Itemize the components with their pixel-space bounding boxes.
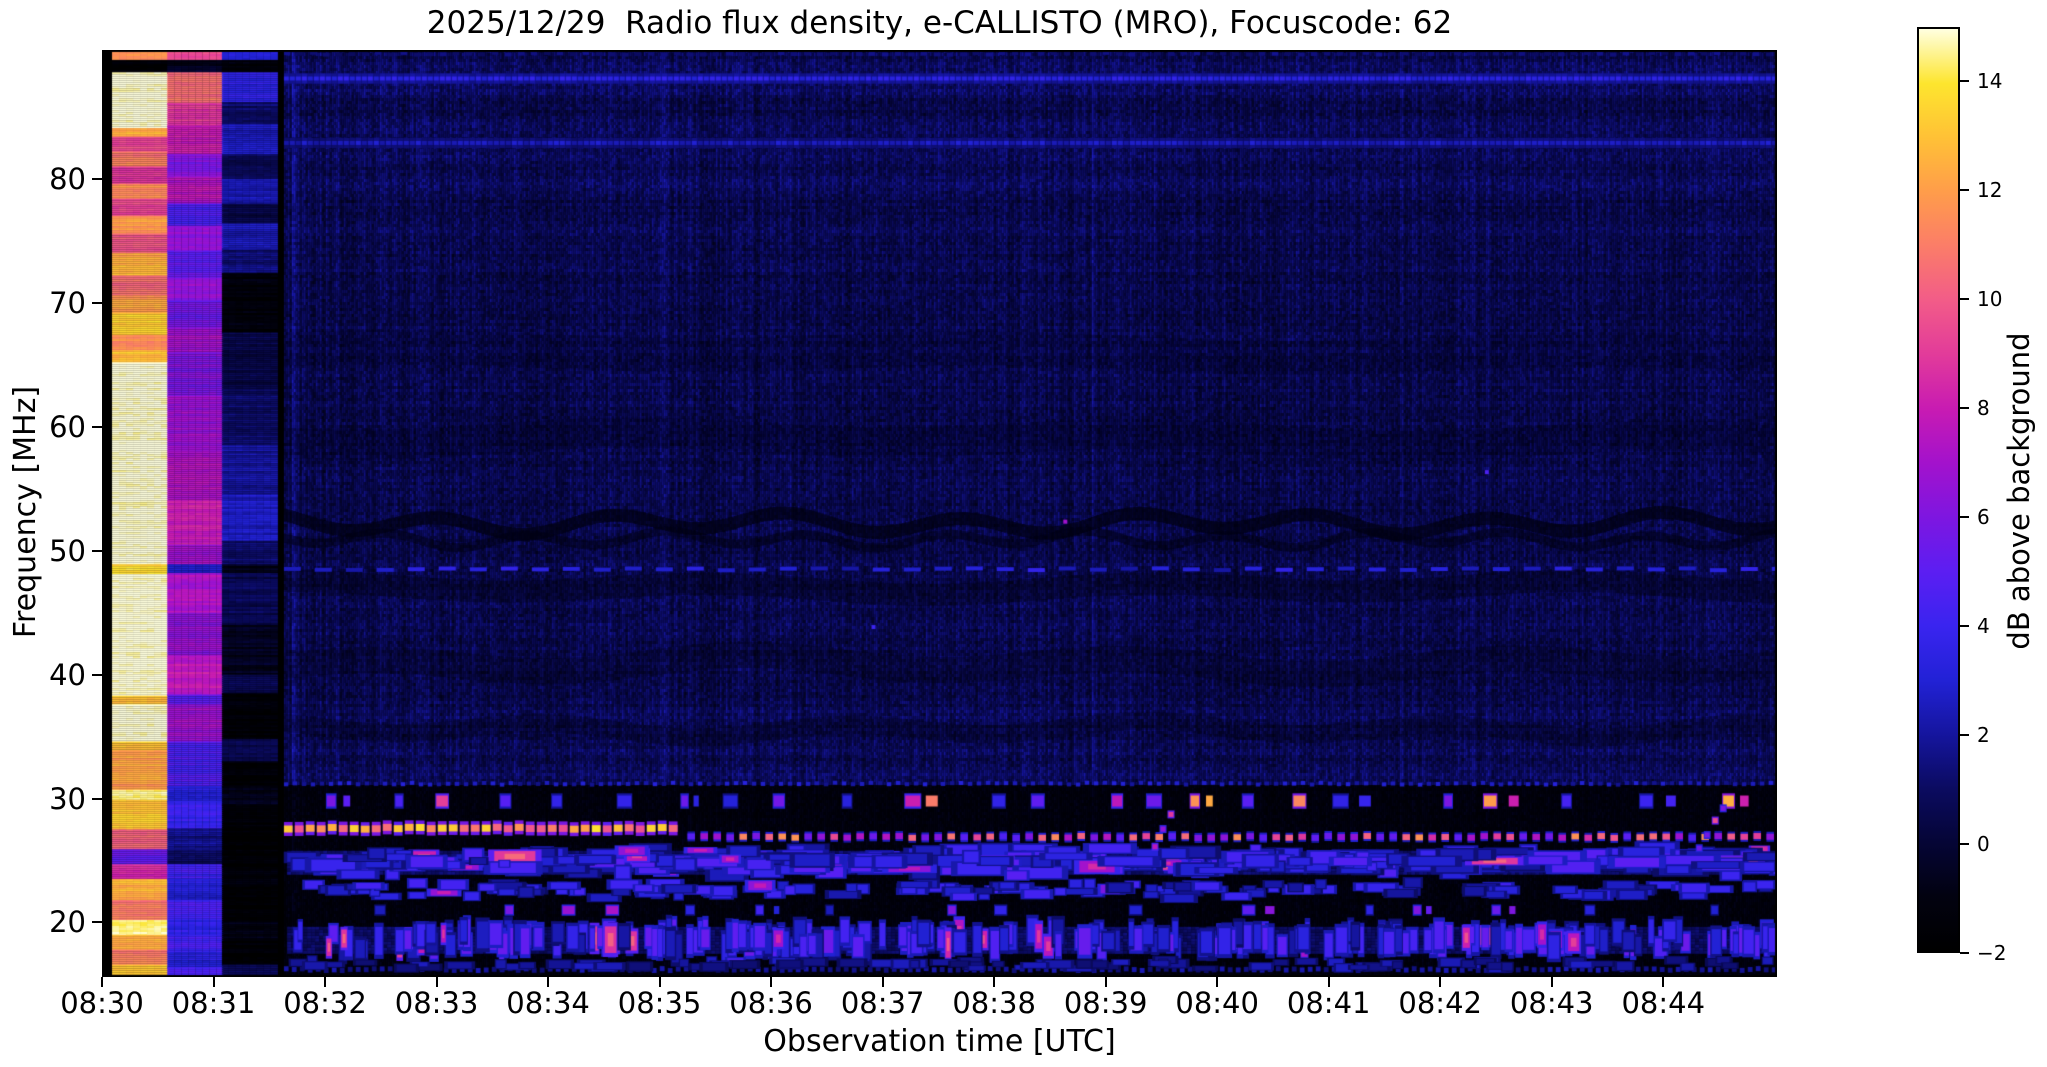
- x-tick-label: 08:39: [1063, 986, 1148, 1020]
- x-tick-mark: [1216, 977, 1219, 987]
- y-tick-label: 30: [49, 781, 86, 816]
- x-tick-label: 08:30: [60, 986, 144, 1020]
- x-tick-label: 08:38: [952, 986, 1036, 1020]
- colorbar-tick-label: 14: [1977, 69, 2003, 94]
- y-tick-label: 50: [49, 533, 86, 568]
- colorbar-tick-mark: [1960, 625, 1969, 628]
- x-tick-mark: [101, 977, 103, 987]
- x-tick-label: 08:43: [1509, 986, 1594, 1020]
- colorbar-tick-label: 2: [1977, 723, 1990, 748]
- colorbar-tick-mark: [1960, 298, 1969, 301]
- x-tick-label: 08:33: [394, 986, 479, 1020]
- y-tick-mark: [92, 177, 102, 180]
- colorbar-tick-mark: [1960, 734, 1969, 737]
- y-tick-label: 40: [49, 657, 86, 692]
- x-tick-label: 08:40: [1175, 986, 1259, 1020]
- x-tick-mark: [1550, 977, 1553, 987]
- colorbar-tick-label: 0: [1977, 832, 1990, 857]
- x-tick-mark: [881, 977, 884, 987]
- colorbar: [1917, 27, 1960, 953]
- x-tick-label: 08:34: [506, 986, 590, 1020]
- x-tick-mark: [770, 977, 773, 987]
- x-tick-mark: [324, 977, 327, 987]
- spectrogram-canvas: [102, 50, 1777, 977]
- colorbar-tick-label: 8: [1977, 396, 1990, 421]
- colorbar-tick-label: −2: [1977, 941, 2007, 965]
- x-tick-label: 08:41: [1286, 986, 1371, 1020]
- x-tick-mark: [1662, 977, 1665, 987]
- x-tick-mark: [658, 977, 661, 987]
- colorbar-tick-mark: [1960, 189, 1969, 192]
- chart-title: 2025/12/29 Radio flux density, e-CALLIST…: [426, 5, 1453, 41]
- x-tick-mark: [1439, 977, 1442, 987]
- x-tick-mark: [993, 977, 996, 987]
- x-tick-label: 08:32: [283, 986, 367, 1020]
- colorbar-tick-label: 12: [1977, 178, 2003, 203]
- x-tick-mark: [1104, 977, 1107, 987]
- y-tick-mark: [92, 425, 102, 428]
- colorbar-tick-mark: [1960, 516, 1969, 519]
- y-tick-mark: [92, 921, 102, 924]
- x-tick-label: 08:36: [729, 986, 813, 1020]
- x-tick-mark: [1327, 977, 1330, 987]
- x-tick-label: 08:42: [1398, 986, 1482, 1020]
- y-tick-mark: [92, 673, 102, 676]
- colorbar-tick-mark: [1960, 952, 1969, 954]
- y-tick-mark: [92, 301, 102, 304]
- x-tick-label: 08:44: [1621, 986, 1706, 1020]
- colorbar-tick-label: 6: [1977, 505, 1990, 530]
- x-tick-label: 08:35: [617, 986, 702, 1020]
- colorbar-tick-mark: [1960, 80, 1969, 83]
- colorbar-tick-label: 10: [1977, 287, 2003, 312]
- y-tick-mark: [92, 797, 102, 800]
- y-tick-label: 70: [49, 285, 86, 320]
- x-tick-mark: [212, 977, 215, 987]
- x-tick-mark: [435, 977, 438, 987]
- y-tick-mark: [92, 549, 102, 552]
- x-axis-label: Observation time [UTC]: [763, 1024, 1116, 1059]
- y-tick-label: 20: [49, 905, 86, 940]
- x-tick-label: 08:31: [171, 986, 256, 1020]
- x-tick-label: 08:37: [840, 986, 925, 1020]
- colorbar-tick-mark: [1960, 843, 1969, 846]
- colorbar-tick-label: 4: [1977, 614, 1990, 639]
- x-tick-mark: [547, 977, 550, 987]
- y-tick-label: 80: [49, 161, 86, 196]
- colorbar-tick-mark: [1960, 407, 1969, 410]
- y-tick-label: 60: [49, 409, 86, 444]
